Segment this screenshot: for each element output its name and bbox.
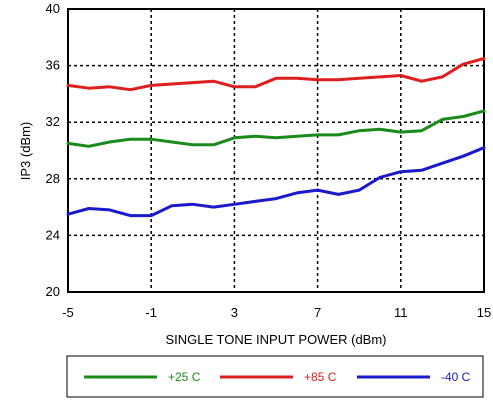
y-tick-label: 20 — [46, 284, 60, 299]
legend-label: -40 C — [441, 370, 471, 384]
legend: +25 C +85 C -40 C — [66, 355, 484, 398]
series-lines — [66, 57, 486, 218]
x-tick-label: 3 — [231, 305, 238, 320]
x-tick-label: 15 — [477, 305, 491, 320]
y-tick-label: 32 — [46, 114, 60, 129]
x-tick-label: -1 — [145, 305, 157, 320]
y-axis-title: IP3 (dBm) — [18, 122, 33, 181]
tick-labels: -5 -1 3 7 11 15 20 24 28 32 36 40 — [46, 1, 492, 320]
series-line — [66, 146, 486, 218]
grid-lines — [68, 9, 484, 292]
legend-label: +85 C — [304, 370, 337, 384]
series-line — [66, 57, 486, 92]
x-tick-label: 7 — [314, 305, 321, 320]
x-axis-title: SINGLE TONE INPUT POWER (dBm) — [165, 332, 386, 347]
legend-label: +25 C — [168, 370, 201, 384]
x-tick-label: 11 — [394, 305, 408, 320]
x-tick-label: -5 — [62, 305, 74, 320]
y-tick-label: 24 — [46, 227, 60, 242]
y-tick-label: 28 — [46, 171, 60, 186]
y-tick-label: 36 — [46, 58, 60, 73]
y-tick-label: 40 — [46, 1, 60, 16]
series-line — [66, 109, 486, 148]
plot-frame — [67, 8, 485, 293]
